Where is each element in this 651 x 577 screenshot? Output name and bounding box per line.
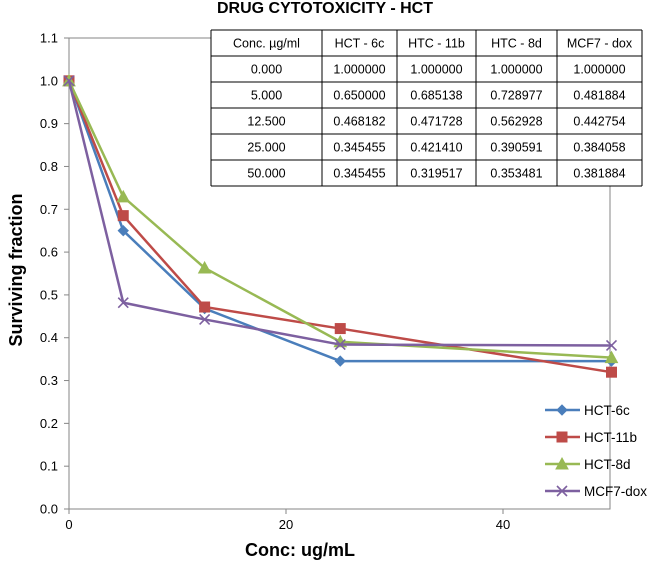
table-cell: 5.000 [251,89,282,103]
legend-item-hct-11b: HCT-11b [545,430,637,445]
table-cell: 0.421410 [410,141,462,155]
table-header-cell: HTC - 8d [491,37,542,51]
chart-title: DRUG CYTOTOXICITY - HCT [217,0,433,17]
table-cell: 0.353481 [490,167,542,181]
x-tick-label: 20 [279,517,293,532]
y-tick-label: 0.9 [40,116,58,131]
table-cell: 0.319517 [410,167,462,181]
y-tick-label: 0.7 [40,202,58,217]
y-tick-label: 0.3 [40,373,58,388]
data-point [334,323,346,335]
legend-marker [556,431,568,443]
data-point [334,355,346,367]
series-mcf7-dox [63,75,618,352]
table-header-cell: Conc. µg/ml [233,37,300,51]
y-tick-label: 0.6 [40,245,58,260]
data-point [606,366,617,378]
data-table: Conc. µg/ml HCT - 6c HTC - 11b HTC - 8d MCF7… [210,29,643,187]
y-tick-label: 0.5 [40,287,58,302]
table-cell: 0.728977 [490,89,542,103]
legend-label: HCT-6c [584,403,630,418]
y-tick-label: 0.0 [40,502,58,517]
x-tick-label: 40 [496,517,510,532]
data-point [199,313,211,325]
table-cell: 0.685138 [410,89,462,103]
legend-label: HCT-8d [584,457,631,472]
table-cell: 0.481884 [573,89,625,103]
table-cell: 0.345455 [333,167,385,181]
data-point [117,224,129,237]
data-point [604,350,619,364]
table-cell: 0.562928 [490,115,542,129]
x-axis-label: Conc: ug/mL [245,540,355,560]
data-point [605,339,618,352]
table-header-cell: HTC - 11b [408,37,465,51]
data-point [117,210,129,222]
table-cell: 0.390591 [490,141,542,155]
y-axis-label: Surviving fraction [6,193,26,346]
table-cell: 50.000 [247,167,285,181]
legend: HCT-6c HCT-11b HCT-8d MCF7-dox [545,403,647,499]
legend-marker [556,485,568,497]
table-cell: 0.468182 [333,115,385,129]
plot-area: 0.0 0.1 0.2 0.3 0.4 0.5 0.6 0.7 0.8 0.9 1.0 1.1 0 20 4… [40,31,611,532]
data-point [63,75,75,87]
table-cell: 0.442754 [573,115,625,129]
data-point [199,301,211,313]
y-tick-label: 0.2 [40,416,58,431]
y-tick-label: 1.0 [40,73,58,88]
legend-item-mcf7-dox: MCF7-dox [545,484,647,499]
y-tick-label: 0.4 [40,330,58,345]
table-cell: 25.000 [247,141,285,155]
table-cell: 12.500 [247,115,285,129]
legend-label: MCF7-dox [584,484,647,499]
legend-label: HCT-11b [584,430,637,445]
table-cell: 0.471728 [410,115,462,129]
table-header-cell: MCF7 - dox [567,37,633,51]
table-cell: 1.000000 [410,63,462,77]
series-layer [62,73,619,378]
legend-item-hct-8d: HCT-8d [545,456,631,472]
table-cell: 1.000000 [573,63,625,77]
x-tick-label: 0 [65,517,72,532]
legend-item-hct-6c: HCT-6c [545,403,630,418]
table-header-cell: HCT - 6c [335,37,385,51]
data-point [334,338,346,351]
table-cell: 0.000 [251,63,282,77]
data-point [117,297,129,309]
data-point [116,189,131,203]
y-tick-label: 0.8 [40,159,58,174]
data-point [197,260,212,274]
legend-marker [555,456,569,470]
table-cell: 0.384058 [573,141,625,155]
table-cell: 0.381884 [573,167,625,181]
y-tick-label: 1.1 [40,31,58,46]
table-cell: 1.000000 [490,63,542,77]
y-tick-label: 0.1 [40,459,58,474]
table-cell: 0.345455 [333,141,385,155]
table-cell: 0.650000 [333,89,385,103]
legend-marker [556,404,568,416]
table-cell: 1.000000 [333,63,385,77]
